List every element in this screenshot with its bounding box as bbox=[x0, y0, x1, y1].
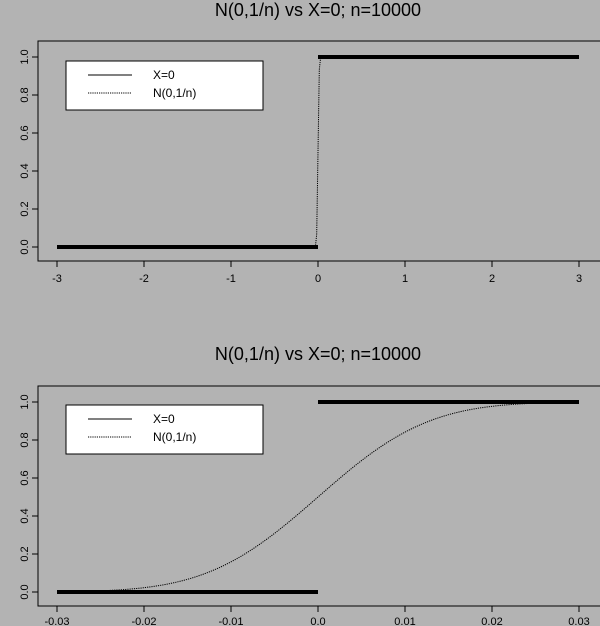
y-tick-label: 0.2 bbox=[19, 201, 31, 216]
y-tick-label: 1.0 bbox=[19, 49, 31, 64]
legend-label: N(0,1/n) bbox=[153, 430, 196, 444]
y-tick-label: 0.8 bbox=[19, 432, 31, 447]
y-tick-label: 0.6 bbox=[19, 470, 31, 485]
x-tick-label: 1 bbox=[402, 273, 408, 285]
plot-frame bbox=[37, 385, 600, 607]
series-normal-cdf bbox=[56, 401, 580, 593]
y-tick-label: 0.2 bbox=[19, 546, 31, 561]
y-tick-label: 0.6 bbox=[19, 125, 31, 140]
x-tick-label: 0.0 bbox=[310, 616, 325, 626]
legend-label: X=0 bbox=[153, 412, 175, 426]
x-tick-label: -0.03 bbox=[44, 616, 69, 626]
x-tick-label: -0.01 bbox=[218, 616, 243, 626]
chart-title: N(0,1/n) vs X=0; n=10000 bbox=[215, 344, 421, 364]
legend-label: X=0 bbox=[153, 68, 175, 82]
y-tick-label: 0.0 bbox=[19, 239, 31, 254]
y-tick-label: 1.0 bbox=[19, 394, 31, 409]
chart-panel-1: N(0,1/n) vs X=0; n=10000 -3 -2 -1 0 1 2 3 0.0 0.2… bbox=[19, 0, 600, 285]
legend-box bbox=[65, 404, 264, 455]
chart-title: N(0,1/n) vs X=0; n=10000 bbox=[215, 0, 421, 20]
y-tick-label: 0.4 bbox=[19, 163, 31, 178]
x-tick-label: 0.03 bbox=[568, 616, 589, 626]
x-tick-label: 0.02 bbox=[481, 616, 502, 626]
x-tick-label: -0.02 bbox=[131, 616, 156, 626]
y-tick-label: 0.0 bbox=[19, 584, 31, 599]
x-tick-label: 0 bbox=[315, 273, 321, 285]
plot-frame bbox=[37, 40, 600, 262]
x-tick-label: -1 bbox=[226, 273, 236, 285]
legend: X=0 N(0,1/n) bbox=[65, 404, 264, 455]
x-tick-label: 0.01 bbox=[394, 616, 415, 626]
legend: X=0 N(0,1/n) bbox=[65, 60, 264, 111]
chart-panel-2: N(0,1/n) vs X=0; n=10000 -0.03 -0.02 -0.01 0… bbox=[19, 344, 600, 626]
series-normal-cdf bbox=[57, 56, 579, 248]
legend-label: N(0,1/n) bbox=[153, 86, 196, 100]
x-tick-label: -3 bbox=[52, 273, 62, 285]
x-tick-label: 2 bbox=[489, 273, 495, 285]
y-tick-label: 0.8 bbox=[19, 87, 31, 102]
legend-box bbox=[65, 60, 264, 111]
y-tick-label: 0.4 bbox=[19, 508, 31, 523]
x-tick-label: -2 bbox=[139, 273, 149, 285]
x-tick-label: 3 bbox=[576, 273, 582, 285]
